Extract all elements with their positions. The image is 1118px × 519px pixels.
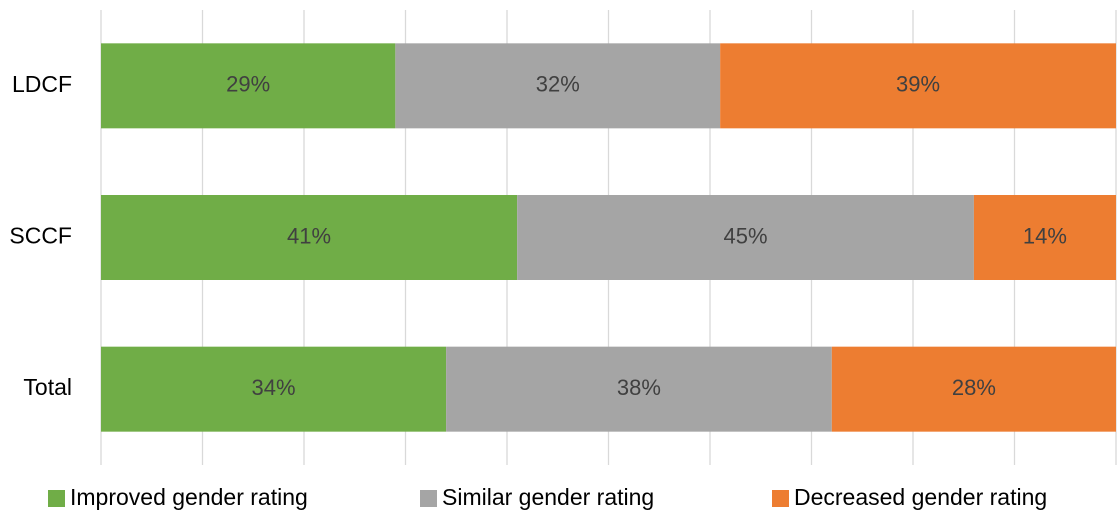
bar-segment [720,43,1116,129]
data-label: 28% [952,375,996,400]
bar-segment [517,195,974,280]
legend-label: Improved gender rating [70,484,308,510]
data-label: 34% [252,375,296,400]
data-label: 38% [617,375,661,400]
bar-segment [831,346,1116,432]
bar-segment [395,43,721,129]
y-tick-label: SCCF [9,223,72,249]
legend-swatch [48,490,65,507]
y-tick-label: LDCF [12,71,72,97]
legend-swatch [420,490,437,507]
y-tick-label: Total [23,374,72,400]
legend-swatch [772,490,789,507]
bar-segment [973,195,1116,280]
legend-label: Similar gender rating [442,484,654,510]
data-label: 32% [536,72,580,97]
data-label: 45% [724,223,768,248]
data-label: 39% [896,72,940,97]
bar-segment [101,346,447,432]
bar-segment [101,195,518,280]
data-label: 14% [1023,223,1067,248]
bar-segment [446,346,832,432]
data-label: 29% [226,72,270,97]
bar-segment [101,43,396,129]
data-label: 41% [287,223,331,248]
legend-label: Decreased gender rating [794,484,1047,510]
